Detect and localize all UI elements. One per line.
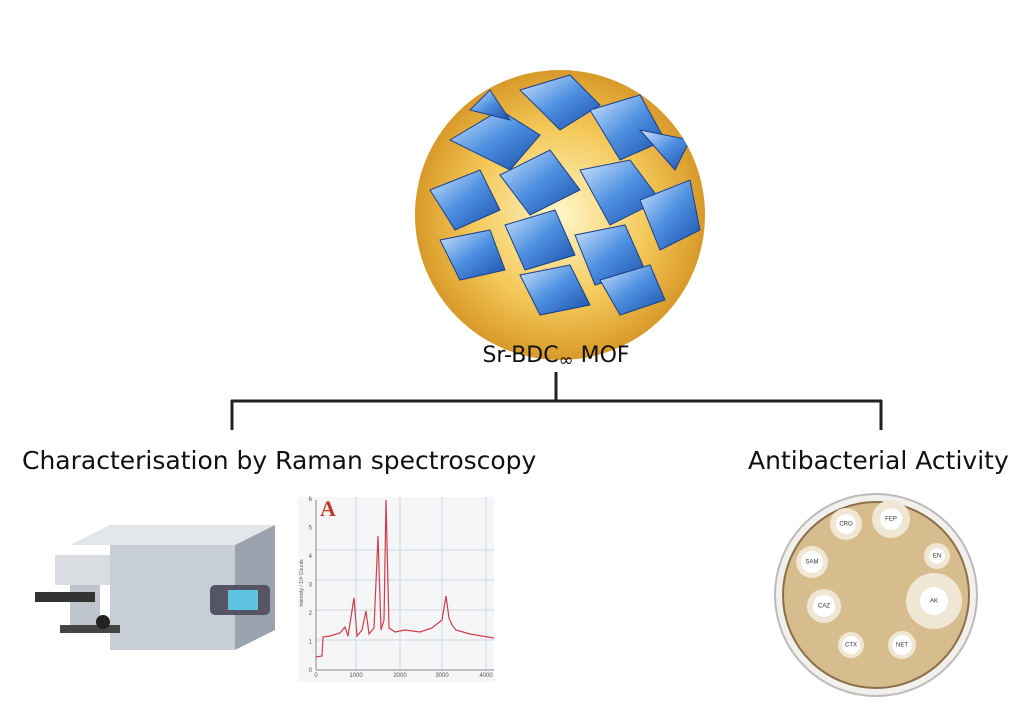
y-axis-label: Intensity / 10³ Counts	[299, 559, 305, 607]
spectrometer	[35, 525, 275, 650]
antibiotic-disk	[920, 587, 948, 615]
disk-label: NET	[896, 643, 908, 649]
y-tick-label: 2	[309, 611, 313, 617]
y-tick-label: 4	[309, 554, 313, 560]
spectrum: A Intensity / 10³ Counts 0 1000 2000 3000 40…	[298, 496, 495, 682]
branch-title: Antibacterial Activity	[748, 446, 1009, 475]
y-tick-label: 3	[309, 583, 313, 589]
disk-label: CTX	[845, 643, 857, 649]
panel-label: A	[320, 496, 336, 521]
y-tick-label: 1	[309, 640, 313, 646]
antibiotic-disk	[801, 551, 823, 573]
x-tick-label: 1000	[349, 673, 363, 679]
disk-label: FEP	[885, 517, 897, 523]
disk-label: AK	[930, 599, 938, 605]
x-tick-label: 0	[314, 673, 318, 679]
x-tick-label: 4000	[479, 673, 493, 679]
antibiotic-disk	[892, 635, 912, 655]
x-tick-label: 3000	[435, 673, 449, 679]
antibiotic-disk	[880, 508, 902, 530]
petri-dish: CRO FEP EN SAM AK CAZ CTX NET	[774, 493, 978, 697]
y-tick-label: 0	[309, 668, 313, 674]
center-label: Sr-BDC∞ MOF	[482, 343, 629, 371]
y-tick-label: 6	[309, 497, 313, 503]
branch-title: Characterisation by Raman spectroscopy	[22, 446, 537, 475]
antibiotic-disk	[929, 548, 945, 564]
mof-image	[415, 70, 705, 360]
disk-label: SAM	[805, 560, 818, 566]
y-tick-label: 5	[309, 526, 313, 532]
x-tick-label: 2000	[393, 673, 407, 679]
disk-label: EN	[933, 554, 941, 560]
disk-label: CRO	[839, 522, 853, 528]
antibiotic-disk	[836, 514, 856, 534]
antibiotic-disk	[842, 636, 860, 654]
disk-label: CAZ	[818, 604, 830, 610]
antibiotic-disk	[813, 595, 835, 617]
bracket	[230, 372, 883, 430]
